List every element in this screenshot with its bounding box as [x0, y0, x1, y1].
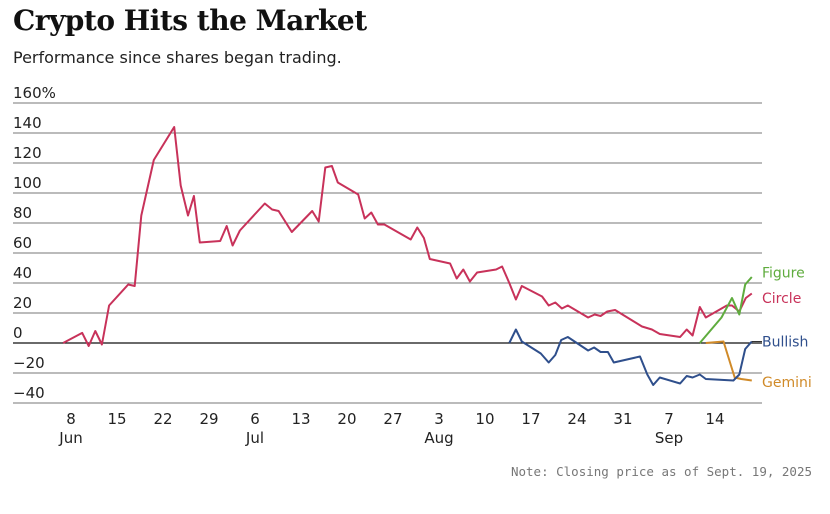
x-tick-label: 22	[153, 410, 172, 428]
chart-title: Crypto Hits the Market	[13, 4, 367, 37]
series-lines	[62, 126, 753, 386]
x-tick-label: 27	[383, 410, 402, 428]
x-tick-label: 7	[664, 410, 674, 428]
x-tick-label: 31	[613, 410, 632, 428]
y-tick-label: 20	[13, 294, 32, 312]
x-tick-month-label: Jun	[58, 429, 82, 447]
series-line-bullish	[508, 328, 753, 386]
y-tick-label: 0	[13, 324, 23, 342]
x-tick-label: 3	[434, 410, 444, 428]
x-tick-label: 6	[250, 410, 260, 428]
x-tick-label: 29	[199, 410, 218, 428]
x-tick-label: 13	[291, 410, 310, 428]
series-label-circle: Circle	[762, 291, 801, 307]
x-tick-label: 17	[521, 410, 540, 428]
series-line-figure	[699, 276, 753, 344]
y-tick-label: 100	[13, 174, 42, 192]
y-tick-label: −40	[13, 384, 45, 402]
series-line-gemini	[705, 340, 752, 382]
series-label-gemini: Gemini	[762, 375, 812, 391]
chart-subtitle: Performance since shares began trading.	[13, 48, 342, 67]
y-tick-label: 80	[13, 204, 32, 222]
series-label-figure: Figure	[762, 266, 805, 282]
x-tick-month-label: Aug	[424, 429, 453, 447]
x-tick-label: 10	[475, 410, 494, 428]
x-tick-label: 20	[337, 410, 356, 428]
gridlines	[13, 102, 762, 404]
y-tick-label: 120	[13, 144, 42, 162]
y-tick-label: 140	[13, 114, 42, 132]
y-axis-tick-labels: 160% 140 120 100 80 60 40 20 0 −20 −40	[13, 84, 56, 402]
x-tick-month-label: Jul	[245, 429, 264, 447]
x-tick-label: 14	[705, 410, 724, 428]
x-tick-month-label: Sep	[655, 429, 683, 447]
series-line-circle	[62, 126, 753, 347]
x-tick-label: 8	[66, 410, 76, 428]
y-tick-label: 160%	[13, 84, 56, 102]
x-tick-label: 24	[567, 410, 586, 428]
series-labels: Figure Circle Bullish Gemini	[751, 266, 812, 391]
x-tick-label: 15	[107, 410, 126, 428]
series-label-bullish: Bullish	[762, 335, 808, 351]
y-tick-label: 40	[13, 264, 32, 282]
y-tick-label: 60	[13, 234, 32, 252]
footnote: Note: Closing price as of Sept. 19, 2025	[510, 464, 812, 479]
y-tick-label: −20	[13, 354, 45, 372]
